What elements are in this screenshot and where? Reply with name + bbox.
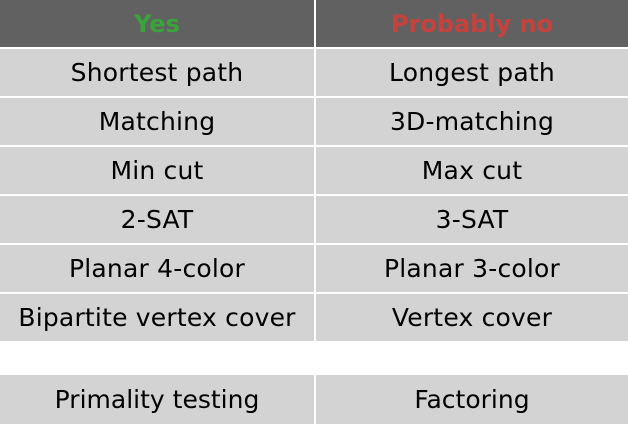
header-yes: Yes xyxy=(0,0,316,49)
no-cell: Planar 3-color xyxy=(316,245,628,294)
yes-cell: Shortest path xyxy=(0,49,316,98)
yes-cell: 2-SAT xyxy=(0,196,316,245)
no-cell: 3-SAT xyxy=(316,196,628,245)
header-probably-no: Probably no xyxy=(316,0,628,49)
yes-cell: Primality testing xyxy=(0,375,316,424)
no-cell: Vertex cover xyxy=(316,294,628,343)
yes-cell: Matching xyxy=(0,98,316,147)
comparison-table: Yes Probably no Shortest path Longest pa… xyxy=(0,0,628,343)
extra-comparison-table: Primality testing Factoring xyxy=(0,375,628,424)
no-cell: 3D-matching xyxy=(316,98,628,147)
no-cell: Longest path xyxy=(316,49,628,98)
yes-cell: Min cut xyxy=(0,147,316,196)
no-cell: Factoring xyxy=(316,375,628,424)
yes-cell: Planar 4-color xyxy=(0,245,316,294)
no-cell: Max cut xyxy=(316,147,628,196)
yes-cell: Bipartite vertex cover xyxy=(0,294,316,343)
